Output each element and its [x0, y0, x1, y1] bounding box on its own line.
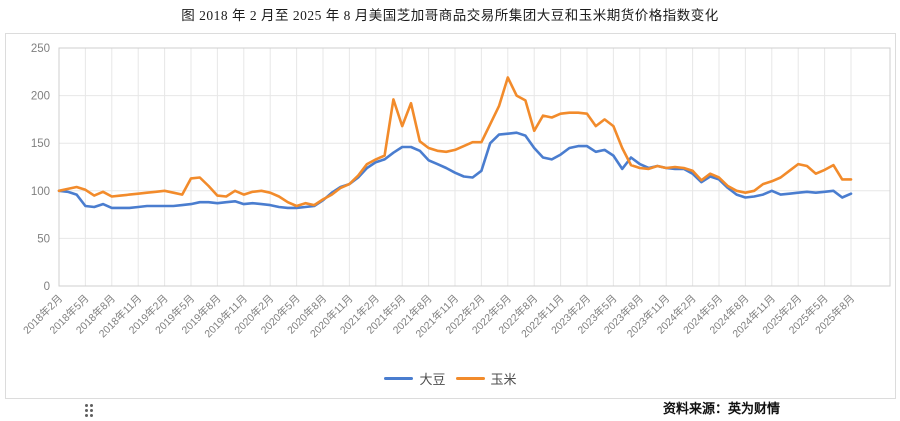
y-tick-label: 0	[44, 281, 50, 293]
page-title: 图 2018 年 2 月至 2025 年 8 月美国芝加哥商品交易所集团大豆和玉…	[181, 8, 719, 23]
series-line-soybean	[57, 131, 853, 210]
drag-handle-icon[interactable]	[85, 404, 93, 417]
chart-legend: 大豆 玉米	[6, 369, 895, 388]
legend-label-corn: 玉米	[490, 372, 517, 387]
series-line-corn	[57, 76, 853, 208]
y-tick-label: 150	[31, 138, 50, 150]
y-tick-label: 250	[31, 43, 50, 55]
legend-label-soybean: 大豆	[419, 372, 446, 387]
chart-plot-area: 0501001502002502018年2月2018年5月2018年8月2018…	[20, 43, 891, 340]
chart-container[interactable]: 0 50 100 150 200 250 2018年2月 2018年5月 2018年8月 2018…	[5, 33, 896, 399]
y-tick-label: 100	[31, 186, 50, 198]
legend-item-corn: 玉米	[455, 369, 517, 388]
source-text: 资料来源：英为财情	[662, 401, 780, 416]
y-tick-label: 50	[37, 233, 50, 245]
plot-border	[58, 47, 891, 287]
legend-swatch-corn	[455, 377, 485, 380]
legend-swatch-soybean	[384, 377, 414, 380]
y-tick-label: 200	[31, 91, 50, 103]
legend-item-soybean: 大豆	[384, 369, 446, 388]
